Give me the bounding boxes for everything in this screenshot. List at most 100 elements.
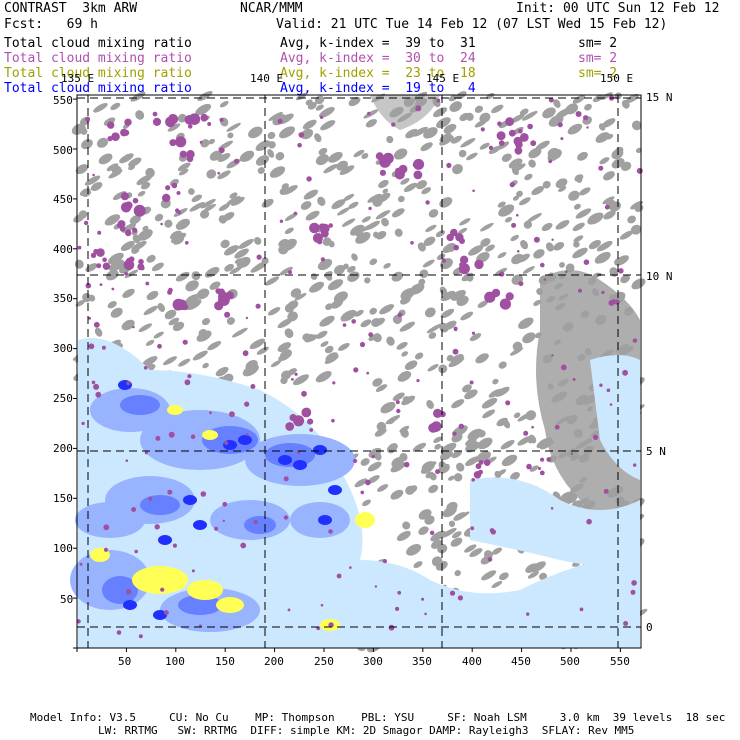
- gray-cloud-cell: [631, 120, 642, 131]
- gray-cloud-cell: [528, 434, 537, 444]
- gray-cloud-cell: [392, 392, 405, 401]
- gray-cloud-cell: [522, 110, 538, 121]
- blue-cloud-patch: [140, 495, 180, 515]
- gray-cloud-cell: [157, 303, 166, 312]
- purple-cloud-dot: [145, 281, 150, 286]
- purple-cloud-dot: [219, 117, 224, 122]
- purple-cloud-dot: [560, 364, 567, 371]
- gray-cloud-cell: [528, 147, 542, 159]
- purple-cloud-dot: [138, 634, 143, 639]
- gray-cloud-cell: [206, 169, 217, 179]
- organization: NCAR/MMM: [240, 1, 303, 16]
- yellow-cloud-patch: [355, 512, 375, 528]
- gray-cloud-cell: [522, 266, 535, 274]
- gray-cloud-cell: [403, 182, 418, 193]
- purple-cloud-cell: [413, 170, 423, 180]
- gray-cloud-cell: [226, 195, 241, 206]
- gray-cloud-cell: [553, 242, 565, 251]
- gray-cloud-cell: [401, 395, 416, 406]
- gray-cloud-cell: [526, 213, 542, 223]
- lon-label-150: 150 E: [600, 72, 634, 85]
- lat-label-15n: 15 N: [646, 91, 673, 104]
- purple-cloud-cell: [431, 421, 442, 432]
- purple-cloud-dot: [294, 372, 298, 376]
- gray-cloud-cell: [129, 215, 141, 225]
- purple-cloud-cell: [111, 132, 120, 141]
- purple-cloud-dot: [516, 250, 520, 253]
- gray-cloud-cell: [185, 280, 199, 292]
- purple-cloud-dot: [397, 590, 402, 595]
- purple-cloud-dot: [480, 127, 485, 132]
- gray-cloud-cell: [90, 182, 103, 191]
- purple-cloud-dot: [91, 380, 96, 385]
- axis-ticks: [73, 98, 621, 652]
- gray-cloud-cell: [602, 196, 615, 205]
- gray-cloud-cell: [255, 140, 271, 151]
- purple-cloud-cell: [184, 115, 195, 125]
- purple-cloud-cell: [474, 259, 484, 270]
- gray-cloud-cell: [631, 278, 646, 290]
- gray-cloud-cell: [372, 197, 383, 207]
- purple-cloud-dot: [632, 338, 638, 343]
- field-name-4: Total cloud mixing ratio: [4, 81, 192, 96]
- gray-cloud-cell: [105, 269, 119, 281]
- gray-cloud-cell: [153, 331, 164, 339]
- gray-cloud-cell: [523, 220, 533, 229]
- purple-cloud-dot: [518, 281, 524, 287]
- purple-cloud-dot: [578, 288, 582, 293]
- dark-blue-cloud-core: [238, 435, 252, 445]
- gray-cloud-cell: [440, 290, 456, 302]
- gray-cloud-cell: [220, 117, 229, 127]
- gray-cloud-cell: [339, 165, 355, 175]
- purple-cloud-cell: [107, 136, 113, 142]
- purple-cloud-dot: [76, 619, 81, 624]
- purple-cloud-cell: [453, 244, 460, 251]
- gray-cloud-cell: [124, 269, 139, 279]
- purple-cloud-dot: [415, 105, 422, 112]
- gray-cloud-cell: [464, 544, 477, 553]
- purple-cloud-cell: [117, 220, 126, 229]
- purple-cloud-dot: [185, 241, 189, 245]
- purple-cloud-dot: [79, 562, 83, 566]
- purple-cloud-dot: [410, 241, 414, 245]
- gray-cloud-cell: [277, 318, 293, 329]
- purple-cloud-dot: [586, 518, 592, 525]
- purple-cloud-dot: [633, 463, 637, 467]
- blue-cloud-patch: [178, 595, 222, 615]
- gray-cloud-cell: [533, 299, 542, 306]
- purple-cloud-dot: [452, 348, 459, 355]
- purple-cloud-cell: [152, 117, 162, 126]
- gray-cloud-cell: [611, 148, 624, 160]
- purple-cloud-dot: [539, 470, 545, 476]
- gray-cloud-cell: [454, 570, 461, 577]
- gray-cloud-cell: [443, 123, 457, 134]
- gray-cloud-cell: [492, 378, 499, 385]
- gray-cloud-cell: [498, 361, 507, 369]
- gray-cloud-cell: [434, 443, 442, 450]
- valid-time: Valid: 21 UTC Tue 14 Feb 12 (07 LST Wed …: [276, 17, 668, 32]
- purple-cloud-cell: [446, 233, 454, 242]
- gray-cloud-cell: [249, 338, 266, 350]
- gray-cloud-cell: [369, 258, 378, 266]
- gray-cloud-cell: [435, 230, 446, 238]
- gray-cloud-cell: [138, 323, 152, 333]
- gray-cloud-cell: [553, 99, 561, 108]
- gray-cloud-cell: [365, 118, 377, 128]
- gray-cloud-cell: [450, 289, 466, 301]
- gray-cloud-cell: [587, 212, 604, 225]
- purple-cloud-dot: [441, 258, 447, 263]
- purple-cloud-dot: [331, 418, 335, 423]
- gray-cloud-cell: [305, 210, 320, 221]
- gray-cloud-cell: [425, 224, 437, 233]
- gray-cloud-cell: [121, 319, 135, 331]
- gray-cloud-cell: [172, 321, 185, 332]
- purple-cloud-dot: [416, 379, 420, 383]
- purple-cloud-cell: [514, 146, 523, 155]
- purple-cloud-dot: [250, 384, 256, 389]
- purple-cloud-cell: [484, 291, 496, 303]
- gray-cloud-cell: [400, 428, 409, 438]
- gray-cloud-cell: [595, 132, 610, 143]
- gray-cloud-cell: [209, 281, 221, 290]
- gray-cloud-cell: [584, 103, 592, 111]
